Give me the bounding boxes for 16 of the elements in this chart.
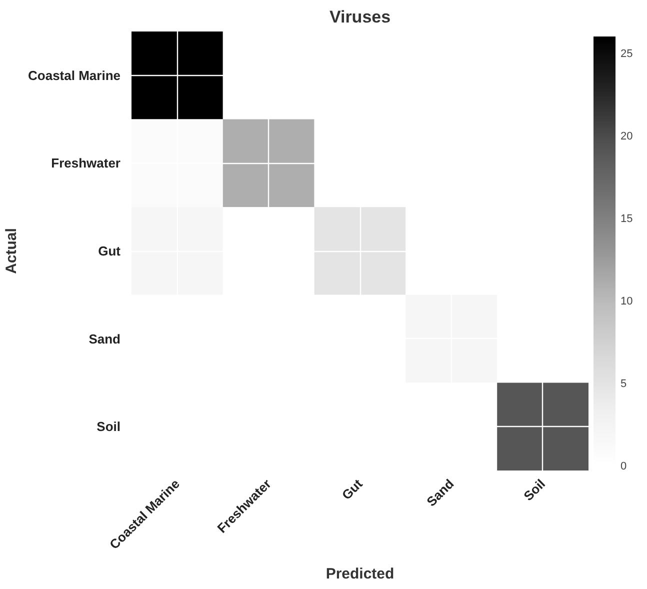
x-axis-title: Predicted — [326, 565, 394, 582]
y-tick-label: Coastal Marine — [28, 68, 121, 83]
y-tick-label: Freshwater — [51, 156, 121, 171]
y-axis-title: Actual — [3, 228, 20, 274]
color-bar-label: 20 — [620, 130, 633, 142]
color-bar-label: 0 — [620, 460, 627, 472]
y-tick-label: Gut — [98, 244, 122, 258]
x-tick-label: Soil — [520, 476, 548, 504]
color-bar-label: 10 — [620, 296, 633, 308]
x-tick-label: Gut — [338, 476, 366, 503]
color-bar-label: 5 — [620, 378, 627, 390]
color-bar-label: 15 — [620, 213, 633, 225]
color-bar-label: 25 — [620, 48, 633, 60]
y-tick-label: Soil — [96, 419, 121, 434]
y-tick-label: Sand — [88, 331, 121, 346]
chart-title: Viruses — [329, 8, 391, 26]
